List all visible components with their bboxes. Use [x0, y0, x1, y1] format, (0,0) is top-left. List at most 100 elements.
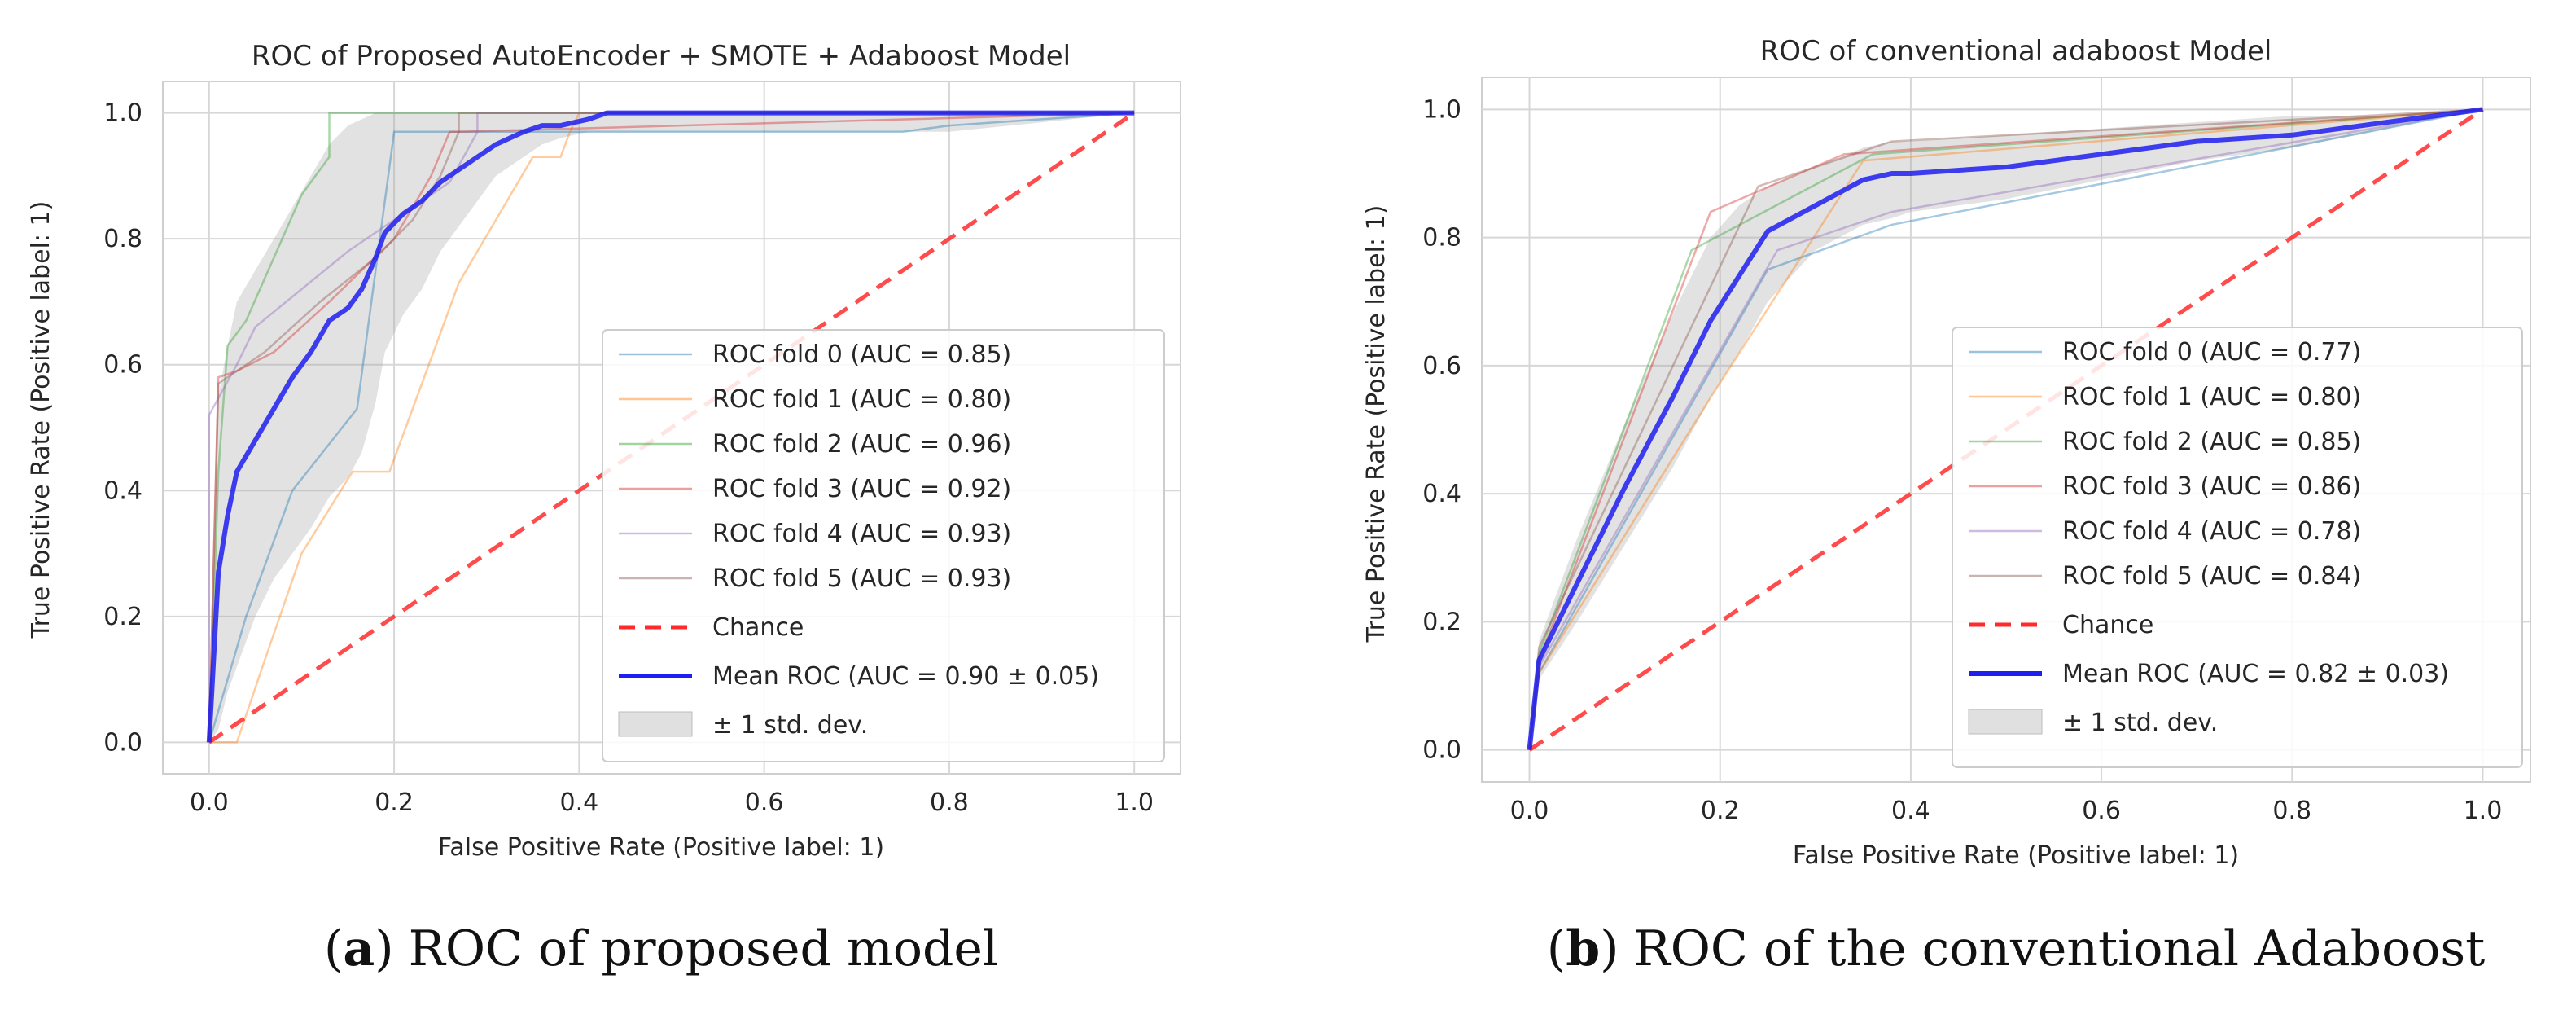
legend-label: Chance — [712, 613, 804, 642]
y-axis-label: True Positive Rate (Positive label: 1) — [1362, 205, 1391, 643]
y-tick-label: 0.8 — [103, 225, 142, 253]
x-tick-label: 0.6 — [745, 788, 784, 817]
legend-label: Chance — [2062, 611, 2153, 639]
plot-area-frame — [1481, 77, 2531, 783]
legend-entry-fold-1: ROC fold 1 (AUC = 0.80) — [619, 385, 1011, 414]
legend-entry-fold-2: ROC fold 2 (AUC = 0.96) — [619, 430, 1011, 459]
x-tick-label: 1.0 — [2464, 797, 2503, 825]
roc-panel-conventional-adaboost: ROC of conventional adaboost Model 0.0 0.… — [1362, 35, 2531, 870]
roc-fold-2-curve — [208, 112, 1135, 743]
legend-entry-fold-4: ROC fold 4 (AUC = 0.93) — [619, 520, 1011, 548]
std-dev-band — [1529, 109, 2483, 750]
caption-a-close: ) — [375, 920, 393, 977]
y-tick-label: 0.4 — [1422, 480, 1461, 508]
x-tick-label: 0.4 — [560, 788, 599, 817]
mean-roc-curve — [206, 110, 1135, 743]
legend-label: ROC fold 1 (AUC = 0.80) — [712, 385, 1011, 414]
y-tick-label: 0.6 — [1422, 352, 1461, 380]
legend-swatch — [1968, 709, 2043, 735]
legend-entry-fold-3: ROC fold 3 (AUC = 0.92) — [619, 475, 1011, 503]
y-axis-ticks: 0.0 0.2 0.4 0.6 0.8 1.0 — [1422, 95, 1461, 764]
legend-label: Mean ROC (AUC = 0.90 ± 0.05) — [712, 662, 1099, 691]
x-tick-label: 0.8 — [2272, 797, 2311, 825]
x-axis-ticks: 0.0 0.2 0.4 0.6 0.8 1.0 — [190, 788, 1154, 817]
y-axis-label: True Positive Rate (Positive label: 1) — [27, 201, 55, 639]
legend-label: ROC fold 4 (AUC = 0.78) — [2062, 517, 2361, 546]
legend-label: ROC fold 5 (AUC = 0.84) — [2062, 562, 2361, 591]
x-tick-label: 0.0 — [1510, 797, 1549, 825]
roc-fold-3-curve — [208, 112, 1135, 743]
legend-entry-fold-1: ROC fold 1 (AUC = 0.80) — [1969, 383, 2361, 411]
mean-roc-curve — [1527, 107, 2483, 751]
legend-swatch — [618, 711, 693, 737]
x-tick-label: 0.2 — [1701, 797, 1740, 825]
chart-title: ROC of conventional adaboost Model — [1760, 35, 2272, 68]
y-axis-ticks: 0.0 0.2 0.4 0.6 0.8 1.0 — [103, 99, 142, 758]
legend-entry-std-dev: ± 1 std. dev. — [618, 711, 868, 740]
legend-entry-fold-3: ROC fold 3 (AUC = 0.86) — [1969, 472, 2361, 501]
caption-a-text: ROC of proposed model — [409, 920, 998, 977]
plot-marks — [206, 110, 1136, 744]
y-tick-label: 0.6 — [103, 351, 142, 380]
legend-entry-mean-roc: Mean ROC (AUC = 0.82 ± 0.03) — [1969, 660, 2449, 688]
caption-b-open: ( — [1547, 920, 1566, 977]
x-axis-label: False Positive Rate (Positive label: 1) — [1793, 841, 2239, 870]
roc-fold-4-curve — [208, 112, 1135, 743]
legend-entry-fold-4: ROC fold 4 (AUC = 0.78) — [1969, 517, 2361, 546]
legend: ROC fold 0 (AUC = 0.85) ROC fold 1 (AUC =… — [602, 329, 1165, 762]
legend-entry-chance: Chance — [619, 613, 804, 642]
x-tick-label: 1.0 — [1115, 788, 1154, 817]
x-tick-label: 0.6 — [2082, 797, 2121, 825]
roc-fold-0-curve — [208, 112, 1135, 743]
legend-label: ROC fold 0 (AUC = 0.77) — [2062, 338, 2361, 367]
legend-label: ROC fold 3 (AUC = 0.92) — [712, 475, 1011, 503]
y-tick-label: 1.0 — [103, 99, 142, 128]
legend-entry-fold-5: ROC fold 5 (AUC = 0.93) — [619, 564, 1011, 593]
roc-fold-1-curve — [208, 112, 1135, 744]
y-tick-label: 1.0 — [1422, 95, 1461, 124]
caption-b-text: ROC of the conventional Adaboost — [1634, 920, 2486, 977]
legend-label: ROC fold 0 (AUC = 0.85) — [712, 340, 1011, 369]
legend-label: ± 1 std. dev. — [712, 711, 868, 740]
y-tick-label: 0.8 — [1422, 224, 1461, 253]
legend-entry-fold-2: ROC fold 2 (AUC = 0.85) — [1969, 428, 2361, 456]
legend: ROC fold 0 (AUC = 0.77) ROC fold 1 (AUC =… — [1952, 327, 2523, 768]
caption-b-tag: b — [1566, 920, 1600, 977]
x-tick-label: 0.0 — [190, 788, 229, 817]
legend-label: ROC fold 4 (AUC = 0.93) — [712, 520, 1011, 548]
caption-a-tag: a — [343, 920, 375, 977]
legend-label: ± 1 std. dev. — [2062, 709, 2218, 737]
x-tick-label: 0.2 — [375, 788, 414, 817]
legend-entry-fold-5: ROC fold 5 (AUC = 0.84) — [1969, 562, 2361, 591]
y-tick-label: 0.0 — [103, 728, 142, 757]
legend-label: ROC fold 3 (AUC = 0.86) — [2062, 472, 2361, 501]
legend-label: ROC fold 5 (AUC = 0.93) — [712, 564, 1011, 593]
legend-label: ROC fold 2 (AUC = 0.85) — [2062, 428, 2361, 456]
caption-b-close: ) — [1600, 920, 1619, 977]
y-tick-label: 0.4 — [103, 476, 142, 505]
legend-entry-fold-0: ROC fold 0 (AUC = 0.85) — [619, 340, 1011, 369]
legend-entry-mean-roc: Mean ROC (AUC = 0.90 ± 0.05) — [619, 662, 1099, 691]
x-axis-label: False Positive Rate (Positive label: 1) — [438, 833, 884, 862]
legend-label: ROC fold 1 (AUC = 0.80) — [2062, 383, 2361, 411]
y-tick-label: 0.2 — [1422, 608, 1461, 636]
legend-entry-chance: Chance — [1969, 611, 2153, 639]
x-tick-label: 0.4 — [1891, 797, 1930, 825]
legend-entry-fold-0: ROC fold 0 (AUC = 0.77) — [1969, 338, 2361, 367]
legend-label: ROC fold 2 (AUC = 0.96) — [712, 430, 1011, 459]
y-tick-label: 0.2 — [103, 603, 142, 631]
legend-box — [1952, 327, 2523, 768]
caption-b: (b) ROC of the conventional Adaboost — [1547, 920, 2485, 977]
chart-title: ROC of Proposed AutoEncoder + SMOTE + Ad… — [252, 40, 1071, 72]
y-tick-label: 0.0 — [1422, 736, 1461, 765]
plot-area-frame — [162, 81, 1181, 775]
legend-entry-std-dev: ± 1 std. dev. — [1968, 709, 2218, 737]
caption-a-open: ( — [324, 920, 343, 977]
x-tick-label: 0.8 — [930, 788, 969, 817]
x-axis-ticks: 0.0 0.2 0.4 0.6 0.8 1.0 — [1510, 797, 2503, 825]
roc-panel-proposed-model: ROC of Proposed AutoEncoder + SMOTE + Ad… — [27, 40, 1181, 862]
legend-label: Mean ROC (AUC = 0.82 ± 0.03) — [2062, 660, 2449, 688]
legend-box — [602, 329, 1165, 762]
caption-a: (a) ROC of proposed model — [324, 920, 998, 977]
